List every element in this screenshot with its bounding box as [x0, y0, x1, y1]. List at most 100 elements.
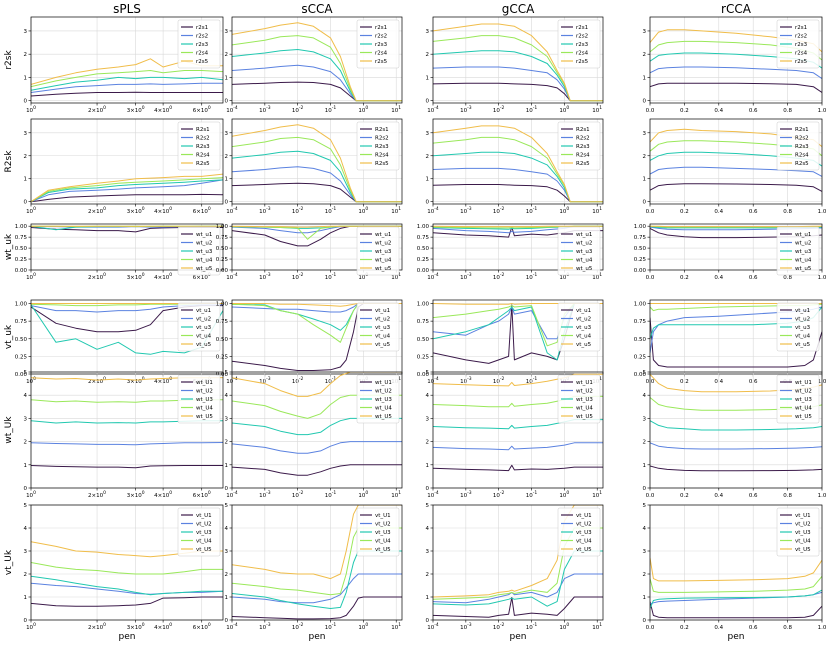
y-tick-label: 5	[426, 503, 430, 509]
x-tick-label: 2×100	[88, 206, 106, 215]
legend-label: vt_U3	[375, 530, 391, 536]
x-tick-label: 100	[26, 622, 36, 631]
y-tick-label: 5	[24, 503, 28, 509]
y-tick-label: 0.50	[216, 337, 229, 343]
series-line-vt_U3	[232, 551, 402, 609]
legend-label: vt_u4	[196, 334, 212, 340]
y-tick-label: 0.50	[417, 337, 430, 343]
legend-label: vt_U3	[576, 530, 592, 536]
y-tick-label: 2	[225, 440, 229, 446]
y-tick-label: 0	[643, 618, 647, 624]
y-tick-label: 1	[643, 463, 647, 469]
x-tick-label: 100	[358, 105, 368, 114]
series-line-wt_U1	[232, 465, 402, 475]
y-tick-label: 0	[24, 200, 28, 206]
y-tick-label: 1	[24, 463, 28, 469]
legend-label: r2s2	[196, 34, 208, 40]
x-tick-label: 10-1	[325, 272, 337, 281]
x-tick-label: 0.4	[714, 275, 723, 281]
y-tick-label: 0.25	[417, 257, 430, 263]
x-tick-label: 0.8	[783, 625, 792, 631]
x-tick-label: 0.6	[749, 275, 758, 281]
series-line-R2s1	[650, 184, 822, 192]
y-tick-label: 3	[643, 29, 647, 35]
y-tick-label: 5	[225, 503, 229, 509]
y-tick-label: 5	[643, 370, 647, 376]
y-tick-label: 0.75	[634, 235, 647, 241]
y-tick-label: 3	[24, 416, 28, 422]
legend-label: wt_u3	[375, 249, 392, 255]
series-line-R2s1	[31, 194, 223, 201]
legend-label: wt_U4	[196, 406, 213, 412]
x-tick-label: 2×100	[88, 622, 106, 631]
y-tick-label: 4	[426, 393, 430, 399]
series-line-vt_U5	[650, 558, 822, 581]
legend-label: vt_U5	[576, 547, 592, 553]
x-tick-label: 0.4	[714, 493, 723, 499]
legend-label: wt_U4	[576, 406, 593, 412]
y-tick-label: 0	[24, 618, 28, 624]
series-line-R2s1	[433, 185, 603, 202]
y-tick-label: 0.75	[15, 319, 28, 325]
y-tick-label: 0.25	[216, 257, 229, 263]
legend-label: vt_U4	[795, 539, 811, 545]
legend-label: R2s2	[795, 136, 809, 142]
series-line-wt_U1	[31, 466, 223, 468]
x-tick-label: 0.8	[783, 275, 792, 281]
y-tick-label: 0.75	[417, 319, 430, 325]
legend-label: R2s5	[795, 161, 809, 167]
x-axis-label: pen	[510, 632, 527, 642]
row-label-r2sk: R2sk	[4, 150, 14, 173]
legend-label: wt_u1	[375, 232, 391, 238]
x-axis-label: pen	[309, 632, 326, 642]
legend-label: r2s4	[196, 51, 209, 57]
series-line-wt_U1	[433, 465, 603, 470]
x-tick-label: 1.0	[818, 275, 827, 281]
x-tick-label: 10-1	[325, 206, 337, 215]
x-tick-label: 10-1	[526, 490, 538, 499]
y-tick-label: 1.00	[634, 302, 647, 308]
x-tick-label: 2×100	[88, 272, 106, 281]
legend-label: vt_u5	[576, 342, 592, 348]
legend-label: wt_u3	[576, 249, 593, 255]
y-tick-label: 4	[225, 393, 229, 399]
legend-label: vt_U4	[375, 539, 391, 545]
legend-label: r2s4	[795, 51, 808, 57]
legend-label: r2s5	[375, 59, 388, 65]
legend-label: R2s4	[576, 153, 590, 159]
x-tick-label: 3×100	[127, 272, 145, 281]
row-label-vt_uk: vt_uk	[4, 324, 14, 349]
x-tick-label: 1.0	[818, 493, 827, 499]
y-tick-label: 1	[24, 595, 28, 601]
legend-label: wt_u2	[795, 241, 811, 247]
y-tick-label: 1.00	[634, 224, 647, 230]
legend-label: R2s3	[795, 144, 809, 150]
series-line-vt_U2	[31, 583, 223, 594]
legend-label: R2s3	[375, 144, 389, 150]
y-tick-label: 3	[24, 131, 28, 137]
legend-label: r2s5	[795, 59, 808, 65]
x-tick-label: 0.2	[680, 493, 689, 499]
series-line-vt_U1	[433, 597, 603, 617]
row-label-vt_uk: vt_Uk	[4, 549, 14, 575]
y-tick-label: 0	[24, 486, 28, 492]
legend-label: vt_u5	[375, 342, 391, 348]
x-tick-label: 10-1	[526, 272, 538, 281]
legend-label: vt_U2	[795, 522, 811, 528]
row-label-wt_uk: wt_uk	[4, 233, 14, 260]
series-line-R2s1	[232, 183, 402, 201]
y-tick-label: 3	[426, 29, 430, 35]
legend-label: R2s4	[196, 153, 210, 159]
series-line-wt_U2	[650, 443, 822, 449]
y-tick-label: 0.00	[15, 268, 28, 274]
